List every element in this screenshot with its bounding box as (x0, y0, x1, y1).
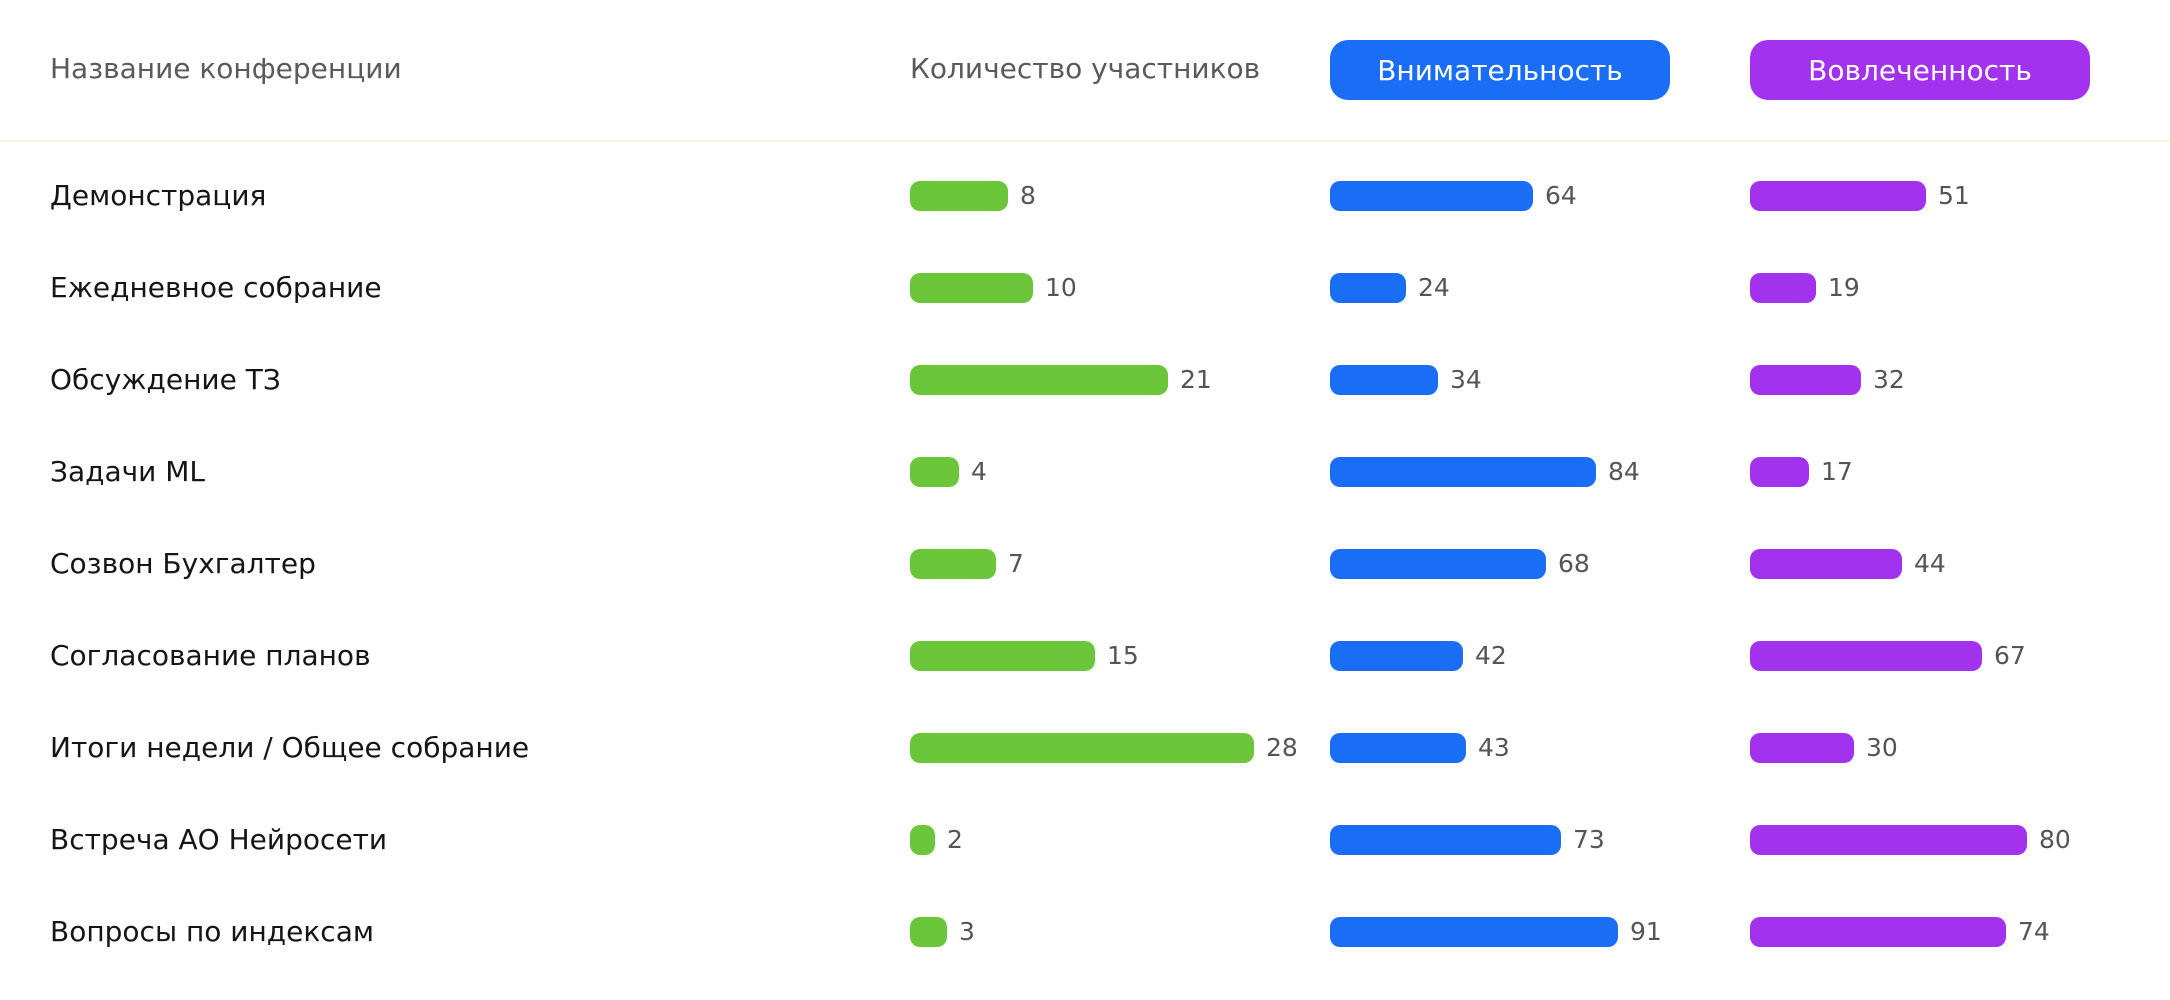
table-row: Ежедневное собрание 10 24 19 (0, 242, 2170, 334)
table-row: Вопросы по индексам 3 91 74 (0, 886, 2170, 978)
engagement-button[interactable]: Вовлеченность (1750, 40, 2090, 100)
engagement-bar (1750, 181, 1926, 211)
participants-bar (910, 641, 1095, 671)
table-row: Созвон Бухгалтер 7 68 44 (0, 518, 2170, 610)
attention-bar (1330, 273, 1406, 303)
participants-value-label: 8 (1020, 181, 1036, 210)
participants-bar (910, 457, 959, 487)
attention-value-label: 34 (1450, 365, 1482, 394)
attention-button[interactable]: Внимательность (1330, 40, 1670, 100)
conference-name: Задачи ML (50, 455, 206, 488)
conference-name-header: Название конференции (50, 52, 402, 85)
engagement-bar (1750, 825, 2027, 855)
table-row: Согласование планов 15 42 67 (0, 610, 2170, 702)
conference-name: Обсуждение ТЗ (50, 363, 281, 396)
participants-bar (910, 365, 1168, 395)
participants-value-label: 21 (1180, 365, 1212, 394)
engagement-value-label: 32 (1873, 365, 1905, 394)
participants-value-label: 4 (971, 457, 987, 486)
participants-header[interactable]: Количество участников (910, 52, 1261, 85)
conference-name: Вопросы по индексам (50, 915, 374, 948)
conference-name: Ежедневное собрание (50, 271, 382, 304)
engagement-bar (1750, 273, 1816, 303)
attention-value-label: 84 (1608, 457, 1640, 486)
conference-name: Встреча АО Нейросети (50, 823, 388, 856)
table-header: Название конференции Количество участник… (0, 0, 2170, 142)
table-row: Встреча АО Нейросети 2 73 80 (0, 794, 2170, 886)
engagement-value-label: 80 (2039, 825, 2071, 854)
participants-bar (910, 273, 1033, 303)
conference-name: Итоги недели / Общее собрание (50, 731, 530, 764)
participants-bar (910, 825, 935, 855)
conference-name: Демонстрация (50, 179, 267, 212)
participants-value-label: 2 (947, 825, 963, 854)
engagement-value-label: 19 (1828, 273, 1860, 302)
participants-bar (910, 549, 996, 579)
table-row: Итоги недели / Общее собрание 28 43 30 (0, 702, 2170, 794)
attention-value-label: 91 (1630, 917, 1662, 946)
participants-bar (910, 917, 947, 947)
attention-bar (1330, 917, 1618, 947)
attention-bar (1330, 549, 1546, 579)
attention-bar (1330, 457, 1596, 487)
engagement-bar (1750, 641, 1982, 671)
table-row: Обсуждение ТЗ 21 34 32 (0, 334, 2170, 426)
attention-bar (1330, 825, 1561, 855)
engagement-bar (1750, 733, 1854, 763)
conference-name: Согласование планов (50, 639, 371, 672)
engagement-bar (1750, 917, 2006, 947)
conference-name: Созвон Бухгалтер (50, 547, 316, 580)
participants-value-label: 3 (959, 917, 975, 946)
engagement-bar (1750, 365, 1861, 395)
engagement-value-label: 44 (1914, 549, 1946, 578)
participants-value-label: 15 (1107, 641, 1139, 670)
participants-value-label: 7 (1008, 549, 1024, 578)
attention-bar (1330, 365, 1438, 395)
engagement-bar (1750, 549, 1902, 579)
attention-value-label: 42 (1475, 641, 1507, 670)
table-row: Демонстрация 8 64 51 (0, 150, 2170, 242)
table-row: Задачи ML 4 84 17 (0, 426, 2170, 518)
participants-value-label: 28 (1266, 733, 1298, 762)
participants-bar (910, 181, 1008, 211)
attention-value-label: 68 (1558, 549, 1590, 578)
engagement-value-label: 30 (1866, 733, 1898, 762)
attention-value-label: 64 (1545, 181, 1577, 210)
engagement-value-label: 17 (1821, 457, 1853, 486)
participants-value-label: 10 (1045, 273, 1077, 302)
attention-value-label: 73 (1573, 825, 1605, 854)
engagement-value-label: 74 (2018, 917, 2050, 946)
attention-bar (1330, 181, 1533, 211)
participants-bar (910, 733, 1254, 763)
attention-bar (1330, 733, 1466, 763)
engagement-bar (1750, 457, 1809, 487)
engagement-value-label: 67 (1994, 641, 2026, 670)
attention-value-label: 24 (1418, 273, 1450, 302)
engagement-value-label: 51 (1938, 181, 1970, 210)
attention-bar (1330, 641, 1463, 671)
attention-value-label: 43 (1478, 733, 1510, 762)
